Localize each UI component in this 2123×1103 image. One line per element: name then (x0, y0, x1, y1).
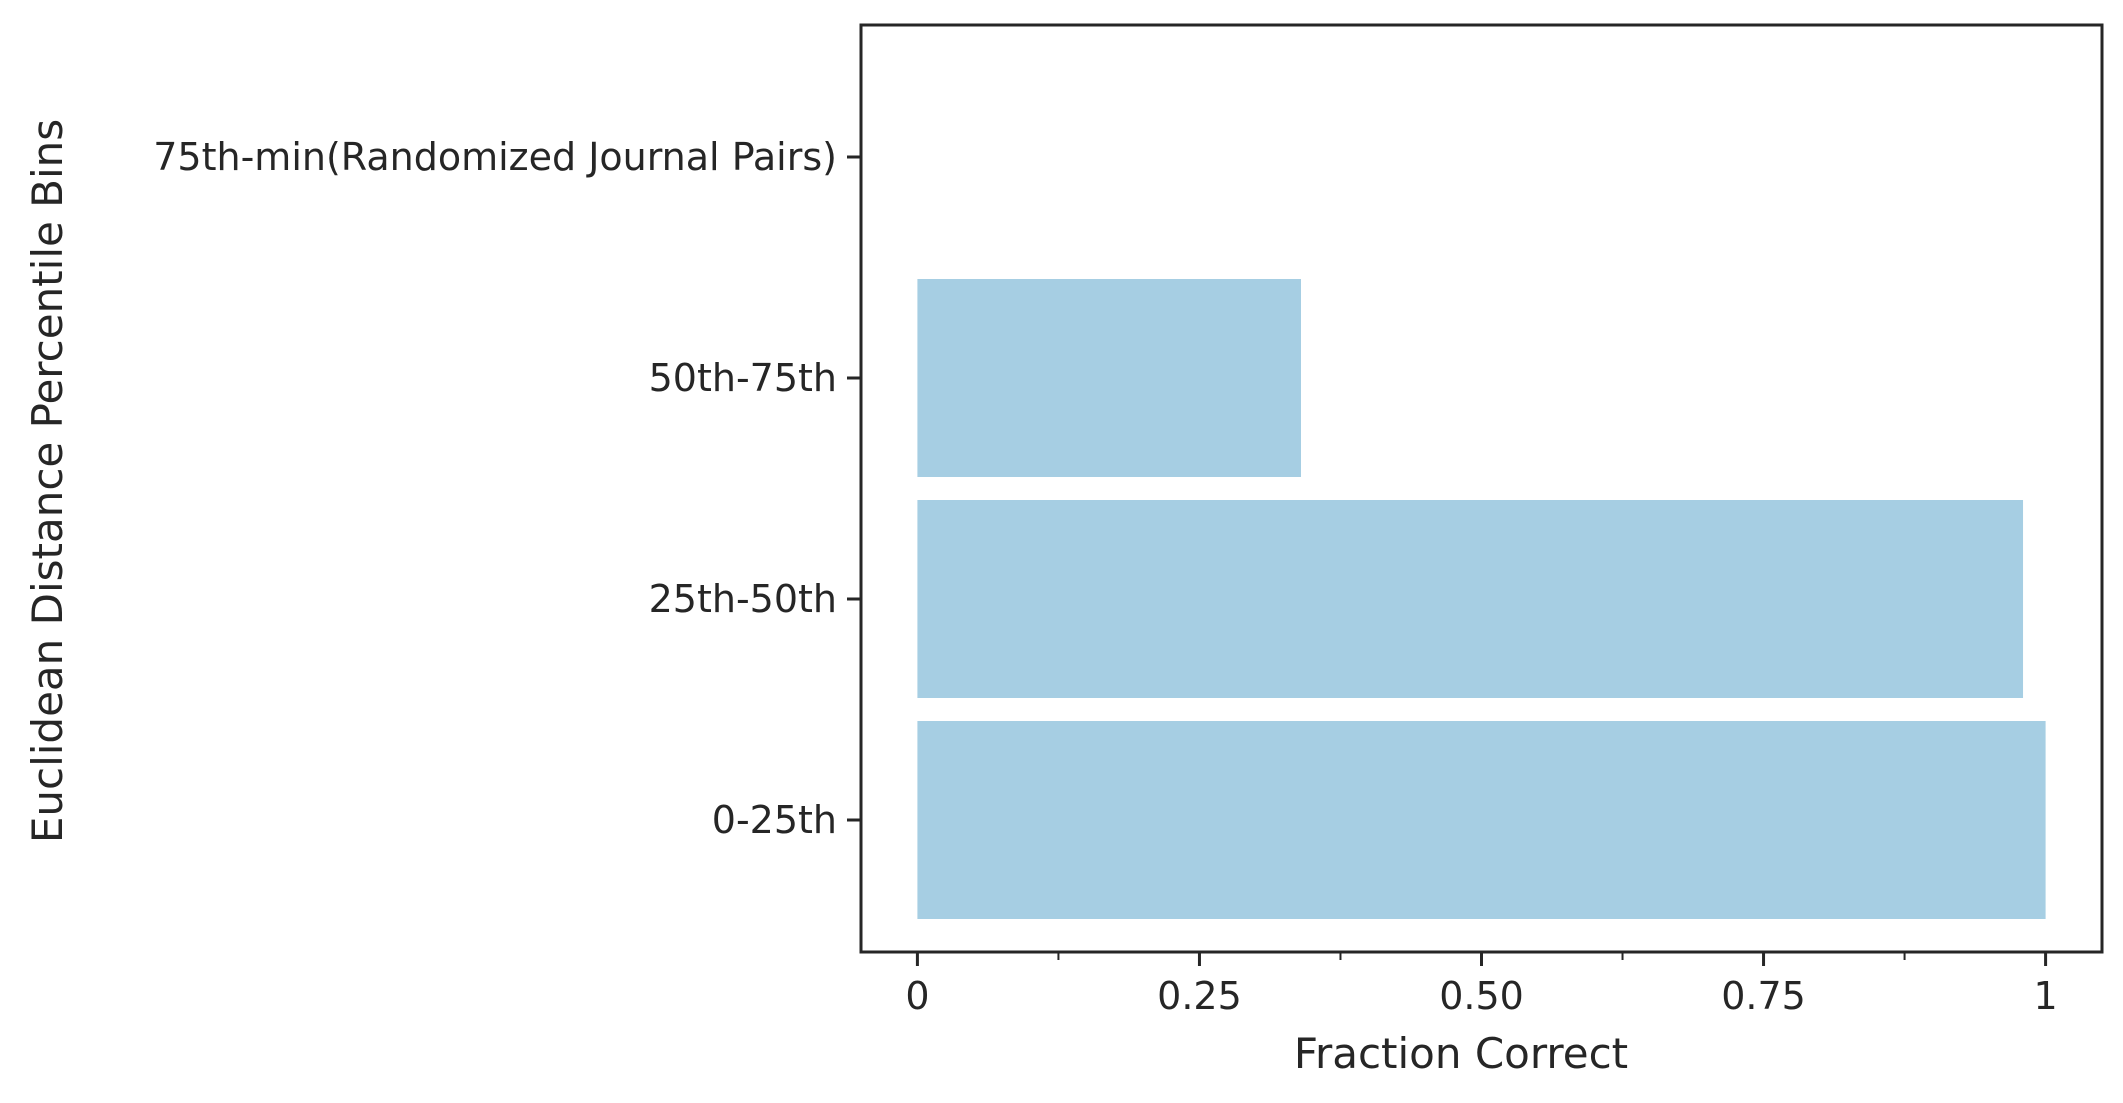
bars-layer (917, 279, 2046, 919)
x-tick-label: 0 (905, 974, 929, 1018)
y-tick-label: 50th-75th (649, 356, 837, 400)
x-tick-label: 0.25 (1157, 974, 1242, 1018)
x-tick-label: 1 (2033, 974, 2057, 1018)
y-tick-label: 0-25th (712, 798, 837, 842)
x-tick-label: 0.50 (1439, 974, 1524, 1018)
bar-25th-50th (917, 500, 2024, 698)
y-axis-title: Euclidean Distance Percentile Bins (23, 119, 72, 843)
bar-50th-75th (917, 279, 1301, 477)
bar-0-25th (917, 721, 2046, 919)
x-axis-title: Fraction Correct (1294, 1029, 1628, 1078)
x-axis: 0 0.25 0.50 0.75 1 (905, 952, 2058, 1018)
y-axis: 0-25th 25th-50th 50th-75th 75th-min(Randomi… (153, 135, 861, 842)
y-tick-label: 75th-min(Randomized Journal Pairs) (153, 135, 837, 179)
x-tick-label: 0.75 (1721, 974, 1806, 1018)
y-tick-label: 25th-50th (649, 577, 837, 621)
